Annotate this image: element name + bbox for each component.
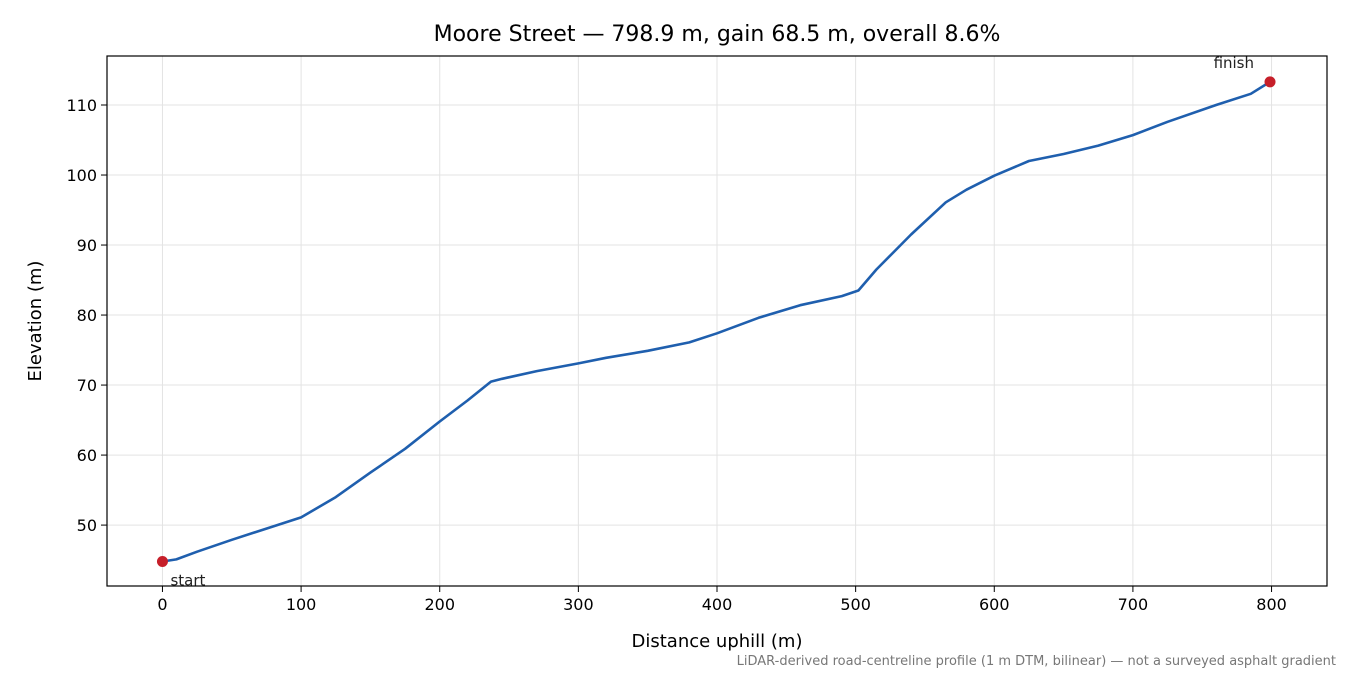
y-tick-label: 100 — [66, 166, 97, 185]
x-tick-label: 800 — [1256, 595, 1287, 614]
x-tick-label: 400 — [702, 595, 733, 614]
start-label: start — [170, 571, 205, 589]
y-axis-label: Elevation (m) — [25, 261, 46, 382]
y-tick-label: 60 — [77, 446, 97, 465]
footnote: LiDAR-derived road-centreline profile (1… — [737, 654, 1336, 669]
x-tick-label: 300 — [563, 595, 594, 614]
grid-lines — [107, 56, 1327, 586]
elevation-line — [161, 80, 1272, 563]
x-tick-label: 600 — [979, 595, 1010, 614]
x-tick-label: 200 — [424, 595, 455, 614]
x-tick-label: 700 — [1118, 595, 1149, 614]
axis-ticks: 0 100 200 300 400 500 600 700 800 50 60 70 80 90 100 11… — [66, 96, 1286, 614]
endpoint-markers: start finish — [156, 54, 1276, 589]
y-tick-label: 80 — [77, 306, 97, 325]
y-tick-label: 110 — [66, 96, 97, 115]
x-tick-label: 0 — [157, 595, 167, 614]
finish-marker — [1264, 76, 1276, 88]
chart-title: Moore Street — 798.9 m, gain 68.5 m, ove… — [434, 22, 1001, 47]
start-marker — [156, 555, 168, 567]
series-layer — [161, 80, 1272, 563]
y-tick-label: 70 — [77, 376, 97, 395]
x-axis-label: Distance uphill (m) — [632, 631, 803, 652]
x-tick-label: 100 — [286, 595, 317, 614]
finish-label: finish — [1214, 54, 1254, 72]
x-tick-label: 500 — [840, 595, 871, 614]
y-tick-label: 90 — [77, 236, 97, 255]
y-tick-label: 50 — [77, 516, 97, 535]
